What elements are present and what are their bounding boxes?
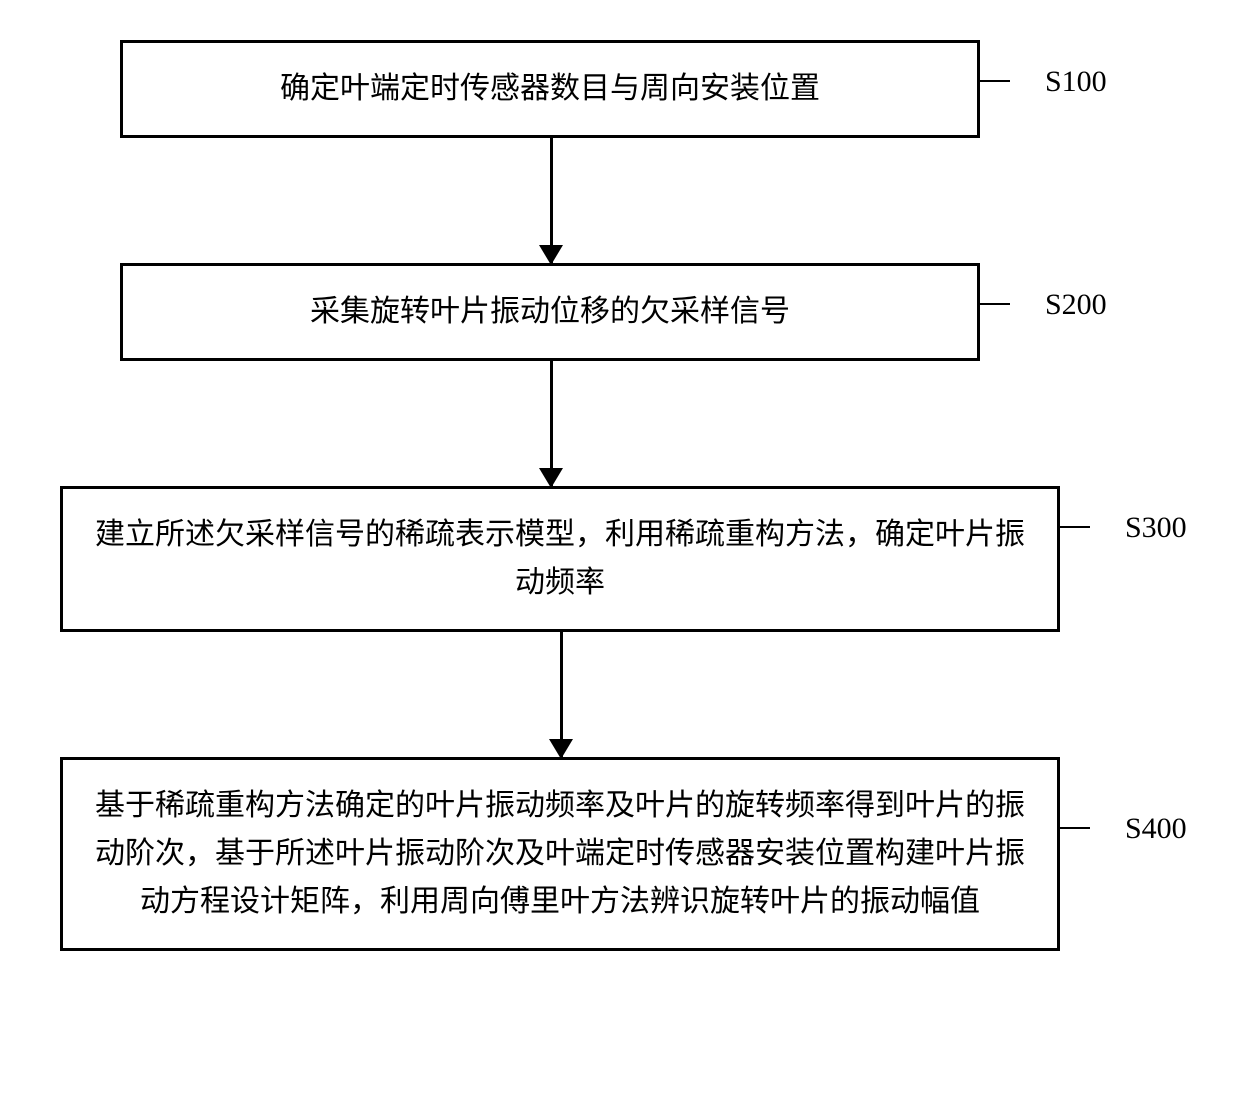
step-s100-row: 确定叶端定时传感器数目与周向安装位置 S100 [60,40,1180,138]
arrow-3-to-4 [60,632,1180,757]
step-s400-label: S400 [1125,812,1187,846]
label-connector-s300 [1060,526,1090,528]
arrow-1-to-2 [60,138,1180,263]
step-s200-label: S200 [1045,288,1107,322]
step-s400-box: 基于稀疏重构方法确定的叶片振动频率及叶片的旋转频率得到叶片的振动阶次，基于所述叶… [60,757,1060,951]
step-s200-row: 采集旋转叶片振动位移的欠采样信号 S200 [60,263,1180,361]
arrow-head-icon [539,468,563,488]
step-s300-row: 建立所述欠采样信号的稀疏表示模型，利用稀疏重构方法，确定叶片振动频率 S300 [60,486,1180,632]
flowchart-container: 确定叶端定时传感器数目与周向安装位置 S100 采集旋转叶片振动位移的欠采样信号… [60,40,1180,951]
step-s400-row: 基于稀疏重构方法确定的叶片振动频率及叶片的旋转频率得到叶片的振动阶次，基于所述叶… [60,757,1180,951]
arrow-head-icon [549,739,573,759]
step-s400-text: 基于稀疏重构方法确定的叶片振动频率及叶片的旋转频率得到叶片的振动阶次，基于所述叶… [95,789,1025,918]
label-connector-s400 [1060,827,1090,829]
step-s100-text: 确定叶端定时传感器数目与周向安装位置 [280,72,820,105]
label-connector-s100 [980,80,1010,82]
step-s200-box: 采集旋转叶片振动位移的欠采样信号 [120,263,980,361]
step-s300-box: 建立所述欠采样信号的稀疏表示模型，利用稀疏重构方法，确定叶片振动频率 [60,486,1060,632]
step-s100-box: 确定叶端定时传感器数目与周向安装位置 [120,40,980,138]
step-s300-label: S300 [1125,511,1187,545]
label-connector-s200 [980,303,1010,305]
arrow-head-icon [539,245,563,265]
step-s200-text: 采集旋转叶片振动位移的欠采样信号 [310,295,790,328]
step-s100-label: S100 [1045,65,1107,99]
step-s300-text: 建立所述欠采样信号的稀疏表示模型，利用稀疏重构方法，确定叶片振动频率 [95,518,1025,599]
arrow-2-to-3 [60,361,1180,486]
